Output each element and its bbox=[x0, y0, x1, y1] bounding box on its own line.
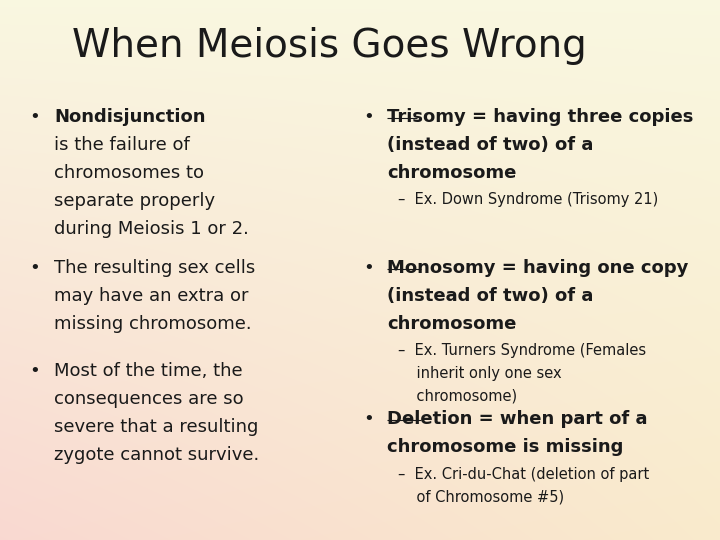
Text: may have an extra or: may have an extra or bbox=[54, 287, 248, 305]
Text: •: • bbox=[29, 362, 40, 380]
Text: chromosomes to: chromosomes to bbox=[54, 164, 204, 182]
Text: chromosome: chromosome bbox=[387, 315, 517, 333]
Text: during Meiosis 1 or 2.: during Meiosis 1 or 2. bbox=[54, 220, 249, 238]
Text: consequences are so: consequences are so bbox=[54, 390, 243, 408]
Text: –  Ex. Turners Syndrome (Females: – Ex. Turners Syndrome (Females bbox=[398, 343, 647, 359]
Text: zygote cannot survive.: zygote cannot survive. bbox=[54, 446, 259, 464]
Text: Most of the time, the: Most of the time, the bbox=[54, 362, 243, 380]
Text: missing chromosome.: missing chromosome. bbox=[54, 315, 251, 333]
Text: The resulting sex cells: The resulting sex cells bbox=[54, 259, 256, 277]
Text: (instead of two) of a: (instead of two) of a bbox=[387, 136, 594, 154]
Text: Monosomy = having one copy: Monosomy = having one copy bbox=[387, 259, 689, 277]
Text: chromosome): chromosome) bbox=[398, 389, 517, 404]
Text: (instead of two) of a: (instead of two) of a bbox=[387, 287, 594, 305]
Text: •: • bbox=[364, 410, 374, 428]
Text: chromosome: chromosome bbox=[387, 164, 517, 182]
Text: Deletion = when part of a: Deletion = when part of a bbox=[387, 410, 648, 428]
Text: Nondisjunction: Nondisjunction bbox=[54, 108, 205, 126]
Text: –  Ex. Cri-du-Chat (deletion of part: – Ex. Cri-du-Chat (deletion of part bbox=[398, 467, 649, 482]
Text: chromosome is missing: chromosome is missing bbox=[387, 438, 624, 456]
Text: separate properly: separate properly bbox=[54, 192, 215, 210]
Text: •: • bbox=[29, 259, 40, 277]
Text: When Meiosis Goes Wrong: When Meiosis Goes Wrong bbox=[72, 27, 587, 65]
Text: of Chromosome #5): of Chromosome #5) bbox=[398, 489, 564, 504]
Text: Trisomy = having three copies: Trisomy = having three copies bbox=[387, 108, 694, 126]
Text: •: • bbox=[364, 108, 374, 126]
Text: is the failure of: is the failure of bbox=[54, 136, 190, 154]
Text: •: • bbox=[29, 108, 40, 126]
Text: –  Ex. Down Syndrome (Trisomy 21): – Ex. Down Syndrome (Trisomy 21) bbox=[398, 192, 658, 207]
Text: severe that a resulting: severe that a resulting bbox=[54, 418, 258, 436]
Text: •: • bbox=[364, 259, 374, 277]
Text: inherit only one sex: inherit only one sex bbox=[398, 366, 562, 381]
